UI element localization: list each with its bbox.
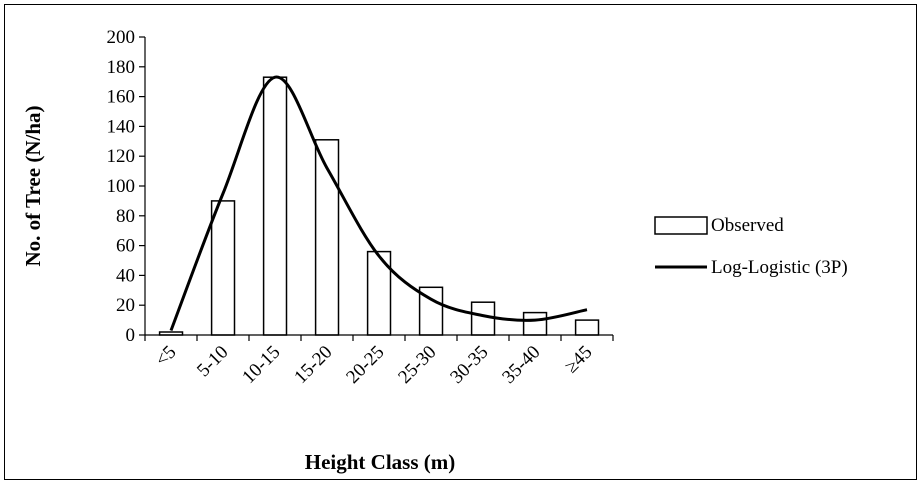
- bars-layer: [158, 76, 600, 336]
- x-tick-label-7: 35-40: [498, 342, 544, 388]
- legend: Observed Log-Logistic (3P): [654, 215, 848, 278]
- bar-observed-2: [262, 76, 288, 336]
- y-tick-label-180: 180: [107, 57, 136, 78]
- y-tick-label-160: 160: [107, 87, 136, 108]
- fit-curve-line: [169, 75, 588, 332]
- x-tick-label-3: 15-20: [290, 342, 336, 388]
- y-tick-label-80: 80: [116, 206, 135, 227]
- x-axis-title: Height Class (m): [305, 450, 456, 474]
- y-tick-label-100: 100: [107, 176, 136, 197]
- x-tick-label-4: 20-25: [342, 342, 388, 388]
- x-tick-label-8: ≥45: [561, 342, 597, 378]
- x-tick-label-0: <5: [151, 342, 180, 371]
- x-tick-label-1: 5-10: [193, 342, 232, 381]
- legend-observed-swatch: [654, 216, 708, 235]
- legend-loglogistic-label: Log-Logistic (3P): [711, 257, 848, 278]
- x-tick-label-2: 10-15: [238, 342, 284, 388]
- y-tick-label-40: 40: [116, 265, 135, 286]
- bar-observed-8: [574, 319, 600, 336]
- y-tick-label-60: 60: [116, 236, 135, 257]
- y-axis-title: No. of Tree (N/ha): [21, 106, 45, 267]
- y-tick-label-0: 0: [126, 325, 136, 346]
- chart-frame: [4, 4, 917, 480]
- y-tick-label-200: 200: [107, 27, 136, 48]
- y-tick-label-120: 120: [107, 146, 136, 167]
- bar-observed-7: [522, 311, 548, 336]
- x-tick-label-5: 25-30: [394, 342, 440, 388]
- bar-observed-1: [210, 200, 236, 336]
- y-tick-label-20: 20: [116, 295, 135, 316]
- x-tick-label-6: 30-35: [446, 342, 492, 388]
- legend-observed-label: Observed: [711, 215, 784, 236]
- y-tick-label-140: 140: [107, 116, 136, 137]
